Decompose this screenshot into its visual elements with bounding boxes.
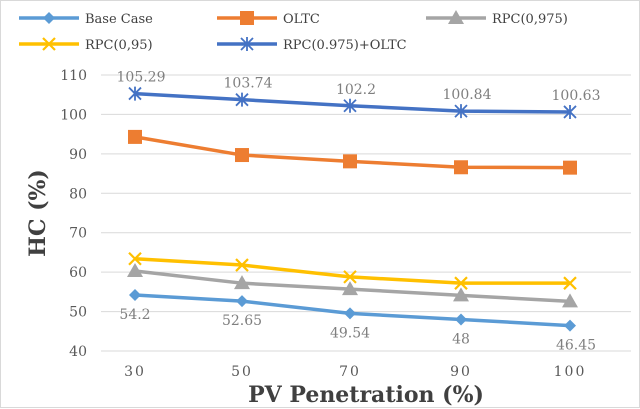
data-point-rpc-0-975 [342, 281, 358, 296]
data-point-rpc-0-95 [343, 270, 357, 284]
x-tick-label: 30 [124, 364, 146, 380]
data-label-rpc-oltc: 100.63 [552, 88, 601, 104]
y-tick-label: 110 [60, 68, 87, 84]
legend-marker-rpc-0-95 [42, 37, 56, 51]
data-label-base-case: 52.65 [222, 313, 262, 329]
y-tick-label: 80 [69, 186, 87, 202]
legend-marker-base-case [43, 12, 55, 24]
legend-marker-rpc-0-975 [448, 10, 464, 24]
data-label-rpc-oltc: 103.74 [224, 76, 273, 92]
x-tick-label: 50 [231, 364, 253, 380]
data-point-oltc [128, 129, 142, 144]
data-point-rpc-0-95 [128, 251, 142, 266]
y-tick-label: 100 [60, 107, 87, 123]
data-point-rpc-0-975-oltc [235, 92, 249, 107]
y-tick-label: 90 [69, 147, 87, 163]
legend-label-rpc-0-95: RPC(0,95) [85, 38, 153, 53]
data-point-rpc-0-975-oltc [343, 98, 357, 113]
data-label-base-case: 54.2 [119, 307, 150, 323]
legend-label-base-case: Base Case [85, 12, 153, 27]
data-label-rpc-oltc: 105.29 [117, 70, 166, 86]
data-label-rpc-oltc: 100.84 [443, 87, 492, 103]
data-point-base-case [344, 307, 356, 320]
data-point-base-case [129, 289, 141, 302]
y-tick-label: 40 [69, 344, 87, 360]
legend-label-rpc-0-975-oltc: RPC(0.975)+OLTC [283, 38, 407, 53]
data-point-rpc-0-975 [453, 287, 469, 302]
x-tick-label: 100 [554, 364, 587, 380]
data-label-base-case: 48 [452, 331, 470, 347]
x-axis-title: PV Penetration (%) [248, 382, 484, 408]
data-point-base-case [455, 313, 467, 326]
legend-label-rpc-0-975: RPC(0,975) [492, 12, 568, 27]
data-point-rpc-0-95 [563, 276, 577, 290]
data-point-oltc [343, 154, 357, 169]
data-point-rpc-0-975-oltc [454, 104, 468, 119]
y-tick-label: 70 [69, 226, 87, 242]
legend-marker-rpc-0-975-oltc [240, 37, 254, 51]
x-tick-label: 90 [450, 364, 472, 380]
data-point-base-case [236, 295, 248, 308]
legend-marker-oltc [240, 11, 254, 25]
data-point-rpc-0-95 [235, 258, 249, 272]
data-point-oltc [454, 160, 468, 175]
data-point-oltc [563, 160, 577, 175]
data-point-rpc-0-95 [454, 276, 468, 290]
data-point-rpc-0-975-oltc [563, 104, 577, 119]
x-tick-label: 70 [339, 364, 361, 380]
data-point-rpc-0-975 [562, 293, 578, 308]
y-tick-label: 50 [69, 305, 87, 321]
data-point-rpc-0-975-oltc [128, 86, 142, 101]
data-point-oltc [235, 148, 249, 163]
data-label-rpc-oltc: 102.2 [336, 82, 376, 98]
data-label-base-case: 46.45 [556, 338, 596, 354]
data-label-base-case: 49.54 [330, 325, 370, 341]
data-point-rpc-0-975 [234, 275, 250, 290]
y-tick-label: 60 [69, 265, 87, 281]
legend-label-oltc: OLTC [283, 12, 320, 27]
y-axis-title: HC (%) [25, 169, 51, 257]
data-point-base-case [564, 319, 576, 332]
data-point-rpc-0-975 [127, 262, 143, 277]
